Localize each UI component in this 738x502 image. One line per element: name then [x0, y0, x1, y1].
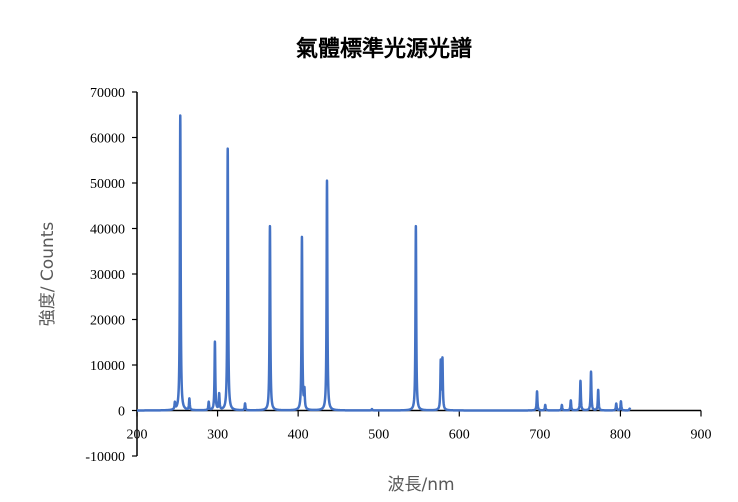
x-tick-label: 500 — [368, 428, 389, 443]
x-tick-label: 400 — [288, 428, 309, 443]
x-tick-label: 800 — [610, 428, 631, 443]
y-tick-label: -10000 — [85, 450, 125, 465]
y-axis-label: 強度/ Counts — [38, 222, 58, 327]
y-tick-label: 20000 — [90, 314, 125, 329]
y-tick-label: 30000 — [90, 268, 125, 283]
x-axis-tick-labels: 200 300 400 500 600 700 800 900 — [127, 428, 712, 443]
x-axis-tick-marks — [136, 410, 702, 417]
x-axis-label: 波長/nm — [387, 475, 454, 495]
y-tick-label: 10000 — [90, 359, 125, 374]
x-tick-label: 600 — [449, 428, 470, 443]
x-tick-label: 300 — [207, 428, 228, 443]
y-tick-label: 60000 — [90, 132, 125, 147]
y-tick-label: 0 — [118, 405, 125, 420]
x-tick-label: 900 — [691, 428, 712, 443]
y-tick-label: 50000 — [90, 177, 125, 192]
spectrum-series-line — [135, 114, 632, 412]
y-axis-tick-marks — [132, 91, 137, 457]
x-tick-label: 700 — [529, 428, 550, 443]
y-tick-label: 70000 — [90, 86, 125, 101]
chart-title: 氣體標準光源光譜 — [296, 36, 472, 62]
y-tick-label: 40000 — [90, 223, 125, 238]
y-axis-tick-labels: -10000 0 10000 20000 30000 40000 50000 60000 700… — [85, 86, 125, 465]
